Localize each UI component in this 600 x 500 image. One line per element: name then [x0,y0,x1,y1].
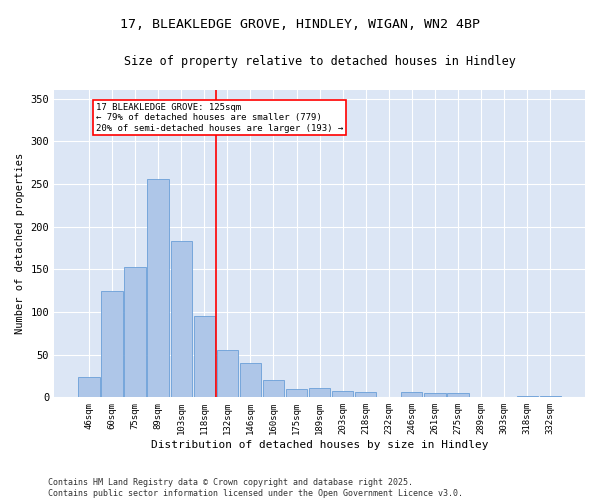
Bar [448,393,469,398]
Bar [240,363,261,398]
Bar [194,316,215,398]
Text: Contains HM Land Registry data © Crown copyright and database right 2025.
Contai: Contains HM Land Registry data © Crown c… [48,478,463,498]
Bar [148,179,169,398]
Bar [309,388,330,398]
Bar [101,292,122,398]
Bar [263,380,284,398]
Y-axis label: Number of detached properties: Number of detached properties [15,153,25,334]
Bar [170,241,192,398]
Text: 17, BLEAKLEDGE GROVE, HINDLEY, WIGAN, WN2 4BP: 17, BLEAKLEDGE GROVE, HINDLEY, WIGAN, WN… [120,18,480,30]
Bar [401,392,422,398]
Bar [517,396,538,398]
Bar [286,389,307,398]
Bar [78,377,100,398]
Text: 17 BLEAKLEDGE GROVE: 125sqm
← 79% of detached houses are smaller (779)
20% of se: 17 BLEAKLEDGE GROVE: 125sqm ← 79% of det… [96,103,343,132]
Bar [355,392,376,398]
Bar [424,393,446,398]
Bar [217,350,238,398]
Bar [539,396,561,398]
Title: Size of property relative to detached houses in Hindley: Size of property relative to detached ho… [124,55,515,68]
Bar [124,266,146,398]
Bar [332,392,353,398]
X-axis label: Distribution of detached houses by size in Hindley: Distribution of detached houses by size … [151,440,488,450]
